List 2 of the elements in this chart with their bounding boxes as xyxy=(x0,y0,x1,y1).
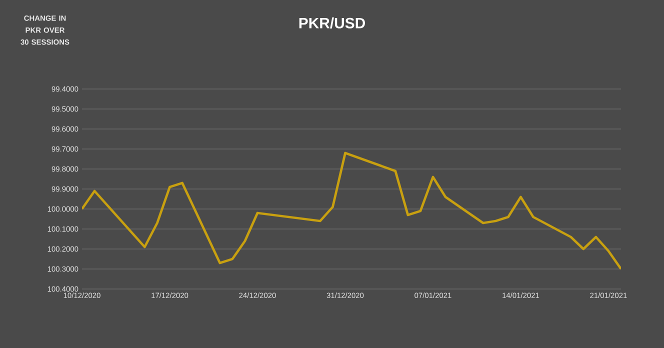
line-series xyxy=(82,152,622,270)
chart-title: PKR/USD xyxy=(299,17,365,29)
